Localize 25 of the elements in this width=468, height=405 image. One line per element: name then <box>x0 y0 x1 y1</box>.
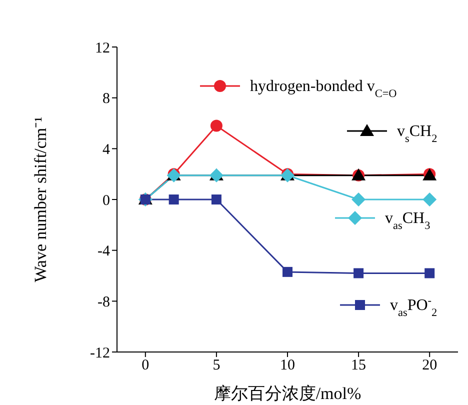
point <box>354 268 364 278</box>
y-tick-label: 8 <box>102 91 110 108</box>
x-tick-label: 20 <box>422 358 438 374</box>
y-tick-label: -4 <box>98 244 110 260</box>
point <box>352 192 366 206</box>
y-tick-label: 0 <box>102 192 110 209</box>
legend-label: v$_{as}$CH$_{3}$ <box>385 210 431 232</box>
y-tick-label: -8 <box>98 294 110 310</box>
point <box>168 194 179 204</box>
legend-label: hydrogen-bonded v$_{C=O}$ <box>250 78 397 100</box>
point <box>424 268 435 278</box>
point <box>211 194 222 204</box>
point <box>282 266 292 277</box>
legend-label: v$_{s}$CH$_{2}$ <box>397 123 438 145</box>
x-tick-label: 15 <box>351 358 366 374</box>
y-tick-label: 12 <box>95 40 110 56</box>
y-tick-label: -12 <box>90 345 110 362</box>
y-tick-label: 4 <box>102 142 110 158</box>
x-tick-label: 10 <box>280 358 295 374</box>
x-tick-label: 0 <box>142 358 150 374</box>
x-tick-label: 5 <box>212 358 220 374</box>
x-axis-title: 摩尔百分浓度/mol% <box>214 384 362 403</box>
point <box>210 120 222 132</box>
point <box>422 192 437 206</box>
y-axis-title: Wave number shift/cm⁻¹ <box>31 116 50 282</box>
